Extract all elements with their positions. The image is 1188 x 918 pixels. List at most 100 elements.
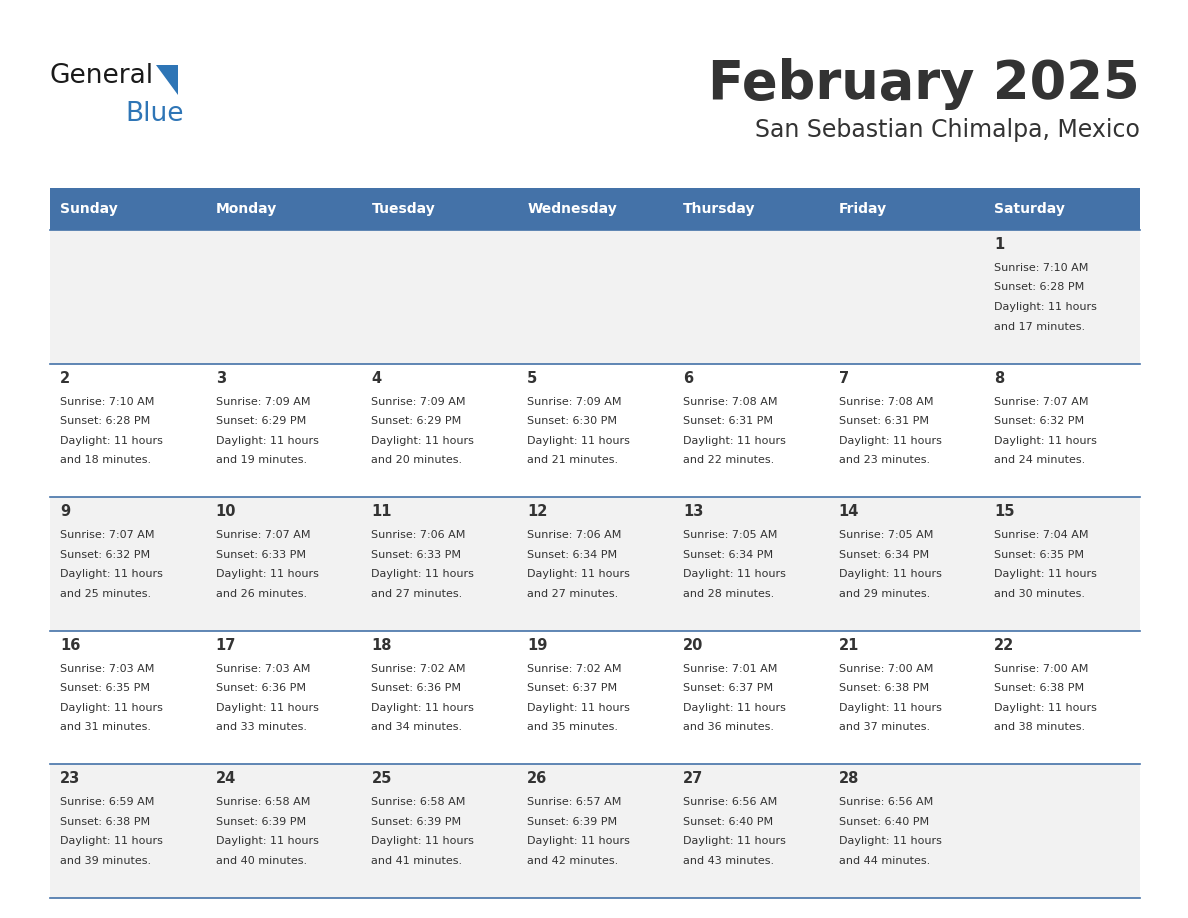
Text: and 22 minutes.: and 22 minutes. [683, 455, 775, 465]
Text: 15: 15 [994, 504, 1015, 520]
Text: Sunday: Sunday [61, 202, 118, 216]
Text: Sunrise: 7:07 AM: Sunrise: 7:07 AM [216, 531, 310, 540]
Text: and 21 minutes.: and 21 minutes. [527, 455, 618, 465]
Text: and 20 minutes.: and 20 minutes. [372, 455, 462, 465]
Text: Monday: Monday [216, 202, 277, 216]
Text: Sunrise: 7:03 AM: Sunrise: 7:03 AM [216, 664, 310, 674]
Text: Daylight: 11 hours: Daylight: 11 hours [839, 703, 941, 712]
Bar [985, 631, 1140, 765]
Text: and 27 minutes.: and 27 minutes. [527, 588, 619, 599]
Text: and 23 minutes.: and 23 minutes. [839, 455, 930, 465]
Bar [361, 765, 517, 898]
Text: 10: 10 [216, 504, 236, 520]
Text: Daylight: 11 hours: Daylight: 11 hours [683, 436, 785, 445]
Text: 5: 5 [527, 371, 537, 386]
Bar [828, 765, 985, 898]
Text: Sunset: 6:39 PM: Sunset: 6:39 PM [527, 817, 618, 827]
Text: Saturday: Saturday [994, 202, 1066, 216]
Bar [50, 498, 206, 631]
Text: and 17 minutes.: and 17 minutes. [994, 321, 1086, 331]
Bar [517, 188, 672, 230]
Text: 7: 7 [839, 371, 848, 386]
Bar [828, 188, 985, 230]
Text: Daylight: 11 hours: Daylight: 11 hours [216, 703, 318, 712]
Text: 14: 14 [839, 504, 859, 520]
Bar [206, 498, 361, 631]
Text: February 2025: February 2025 [708, 58, 1140, 110]
Text: Tuesday: Tuesday [372, 202, 435, 216]
Text: and 30 minutes.: and 30 minutes. [994, 588, 1086, 599]
Text: and 28 minutes.: and 28 minutes. [683, 588, 775, 599]
Text: and 42 minutes.: and 42 minutes. [527, 856, 619, 866]
Bar [672, 498, 828, 631]
Text: and 41 minutes.: and 41 minutes. [372, 856, 462, 866]
Text: Sunset: 6:30 PM: Sunset: 6:30 PM [527, 416, 617, 426]
Text: Sunrise: 7:02 AM: Sunrise: 7:02 AM [372, 664, 466, 674]
Text: 25: 25 [372, 771, 392, 787]
Bar [672, 765, 828, 898]
Text: 6: 6 [683, 371, 693, 386]
Text: Sunrise: 7:02 AM: Sunrise: 7:02 AM [527, 664, 621, 674]
Bar [517, 230, 672, 364]
Text: Sunrise: 7:08 AM: Sunrise: 7:08 AM [839, 397, 933, 407]
Text: and 31 minutes.: and 31 minutes. [61, 722, 151, 733]
Bar [50, 230, 206, 364]
Text: 19: 19 [527, 638, 548, 653]
Text: 9: 9 [61, 504, 70, 520]
Bar [206, 364, 361, 498]
Bar [50, 765, 206, 898]
Text: 3: 3 [216, 371, 226, 386]
Text: Daylight: 11 hours: Daylight: 11 hours [61, 436, 163, 445]
Text: 24: 24 [216, 771, 236, 787]
Text: Sunrise: 7:00 AM: Sunrise: 7:00 AM [994, 664, 1088, 674]
Text: Daylight: 11 hours: Daylight: 11 hours [994, 302, 1098, 312]
Text: Sunset: 6:33 PM: Sunset: 6:33 PM [216, 550, 305, 560]
Text: 8: 8 [994, 371, 1005, 386]
Bar [361, 230, 517, 364]
Text: Sunset: 6:40 PM: Sunset: 6:40 PM [839, 817, 929, 827]
Text: Daylight: 11 hours: Daylight: 11 hours [61, 569, 163, 579]
Text: Sunset: 6:29 PM: Sunset: 6:29 PM [216, 416, 307, 426]
Text: Daylight: 11 hours: Daylight: 11 hours [683, 703, 785, 712]
Text: and 38 minutes.: and 38 minutes. [994, 722, 1086, 733]
Text: Sunset: 6:28 PM: Sunset: 6:28 PM [994, 283, 1085, 293]
Text: Sunrise: 7:08 AM: Sunrise: 7:08 AM [683, 397, 777, 407]
Text: 28: 28 [839, 771, 859, 787]
Text: and 44 minutes.: and 44 minutes. [839, 856, 930, 866]
Bar [672, 631, 828, 765]
Polygon shape [156, 65, 178, 95]
Bar [206, 631, 361, 765]
Bar [985, 765, 1140, 898]
Text: Sunset: 6:40 PM: Sunset: 6:40 PM [683, 817, 773, 827]
Text: Daylight: 11 hours: Daylight: 11 hours [994, 436, 1098, 445]
Text: 12: 12 [527, 504, 548, 520]
Text: and 26 minutes.: and 26 minutes. [216, 588, 307, 599]
Text: Sunset: 6:35 PM: Sunset: 6:35 PM [61, 683, 150, 693]
Text: Sunset: 6:33 PM: Sunset: 6:33 PM [372, 550, 461, 560]
Text: Sunrise: 6:57 AM: Sunrise: 6:57 AM [527, 798, 621, 808]
Text: Sunset: 6:35 PM: Sunset: 6:35 PM [994, 550, 1085, 560]
Text: and 19 minutes.: and 19 minutes. [216, 455, 307, 465]
Text: and 37 minutes.: and 37 minutes. [839, 722, 930, 733]
Text: 4: 4 [372, 371, 381, 386]
Bar [50, 188, 206, 230]
Bar [361, 364, 517, 498]
Text: Daylight: 11 hours: Daylight: 11 hours [527, 703, 630, 712]
Text: Sunset: 6:38 PM: Sunset: 6:38 PM [839, 683, 929, 693]
Text: Sunset: 6:34 PM: Sunset: 6:34 PM [527, 550, 618, 560]
Text: General: General [50, 63, 154, 89]
Text: Sunrise: 7:03 AM: Sunrise: 7:03 AM [61, 664, 154, 674]
Bar [517, 765, 672, 898]
Text: Daylight: 11 hours: Daylight: 11 hours [839, 569, 941, 579]
Text: Daylight: 11 hours: Daylight: 11 hours [683, 569, 785, 579]
Text: Sunset: 6:37 PM: Sunset: 6:37 PM [683, 683, 773, 693]
Bar [985, 188, 1140, 230]
Text: Sunset: 6:39 PM: Sunset: 6:39 PM [216, 817, 305, 827]
Bar [985, 498, 1140, 631]
Text: Daylight: 11 hours: Daylight: 11 hours [527, 569, 630, 579]
Text: Sunset: 6:34 PM: Sunset: 6:34 PM [683, 550, 773, 560]
Text: Sunrise: 7:09 AM: Sunrise: 7:09 AM [372, 397, 466, 407]
Text: Sunset: 6:38 PM: Sunset: 6:38 PM [994, 683, 1085, 693]
Bar [50, 364, 206, 498]
Bar [828, 498, 985, 631]
